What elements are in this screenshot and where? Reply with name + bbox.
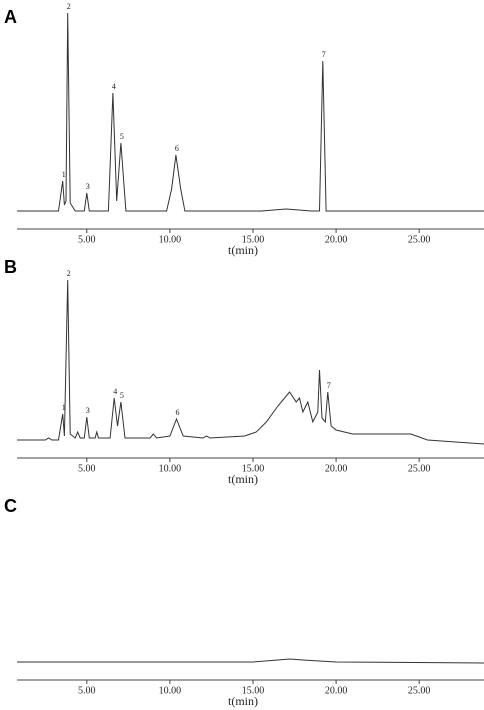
x-tick-label: 20.00	[325, 234, 348, 245]
trace	[17, 279, 484, 445]
peak-label: 1	[62, 170, 66, 179]
peak-label: 2	[67, 2, 71, 11]
x-tick-label: 15.00	[242, 685, 265, 696]
panel-label: B	[4, 257, 17, 277]
x-tick-label: 5.00	[78, 685, 96, 696]
x-tick-label: 15.00	[242, 463, 265, 474]
peak-label: 2	[67, 269, 71, 278]
peak-label: 7	[322, 50, 326, 59]
x-tick-label: 10.00	[159, 685, 182, 696]
x-axis-label: t(min)	[228, 243, 258, 257]
x-tick-label: 25.00	[408, 685, 431, 696]
panel-label: A	[4, 7, 17, 27]
peak-label: 1	[62, 403, 66, 412]
peak-label: 3	[86, 406, 90, 415]
trace	[17, 658, 484, 664]
x-axis-label: t(min)	[228, 694, 258, 708]
x-tick-label: 15.00	[242, 234, 265, 245]
trace	[17, 12, 484, 212]
x-tick-label: 20.00	[325, 685, 348, 696]
peak-label: 3	[86, 182, 90, 191]
peak-label: 7	[327, 381, 331, 390]
x-tick-label: 10.00	[159, 234, 182, 245]
x-tick-label: 5.00	[78, 463, 96, 474]
x-tick-label: 20.00	[325, 463, 348, 474]
peak-label: 5	[120, 391, 124, 400]
x-tick-label: 5.00	[78, 234, 96, 245]
panel-label: C	[4, 496, 17, 516]
x-tick-label: 10.00	[159, 463, 182, 474]
x-tick-label: 25.00	[408, 234, 431, 245]
peak-label: 6	[175, 144, 179, 153]
peak-label: 5	[120, 132, 124, 141]
x-tick-label: 25.00	[408, 463, 431, 474]
peak-label: 4	[113, 387, 117, 396]
peak-label: 4	[112, 82, 116, 91]
peak-label: 6	[176, 408, 180, 417]
x-axis-label: t(min)	[228, 472, 258, 486]
